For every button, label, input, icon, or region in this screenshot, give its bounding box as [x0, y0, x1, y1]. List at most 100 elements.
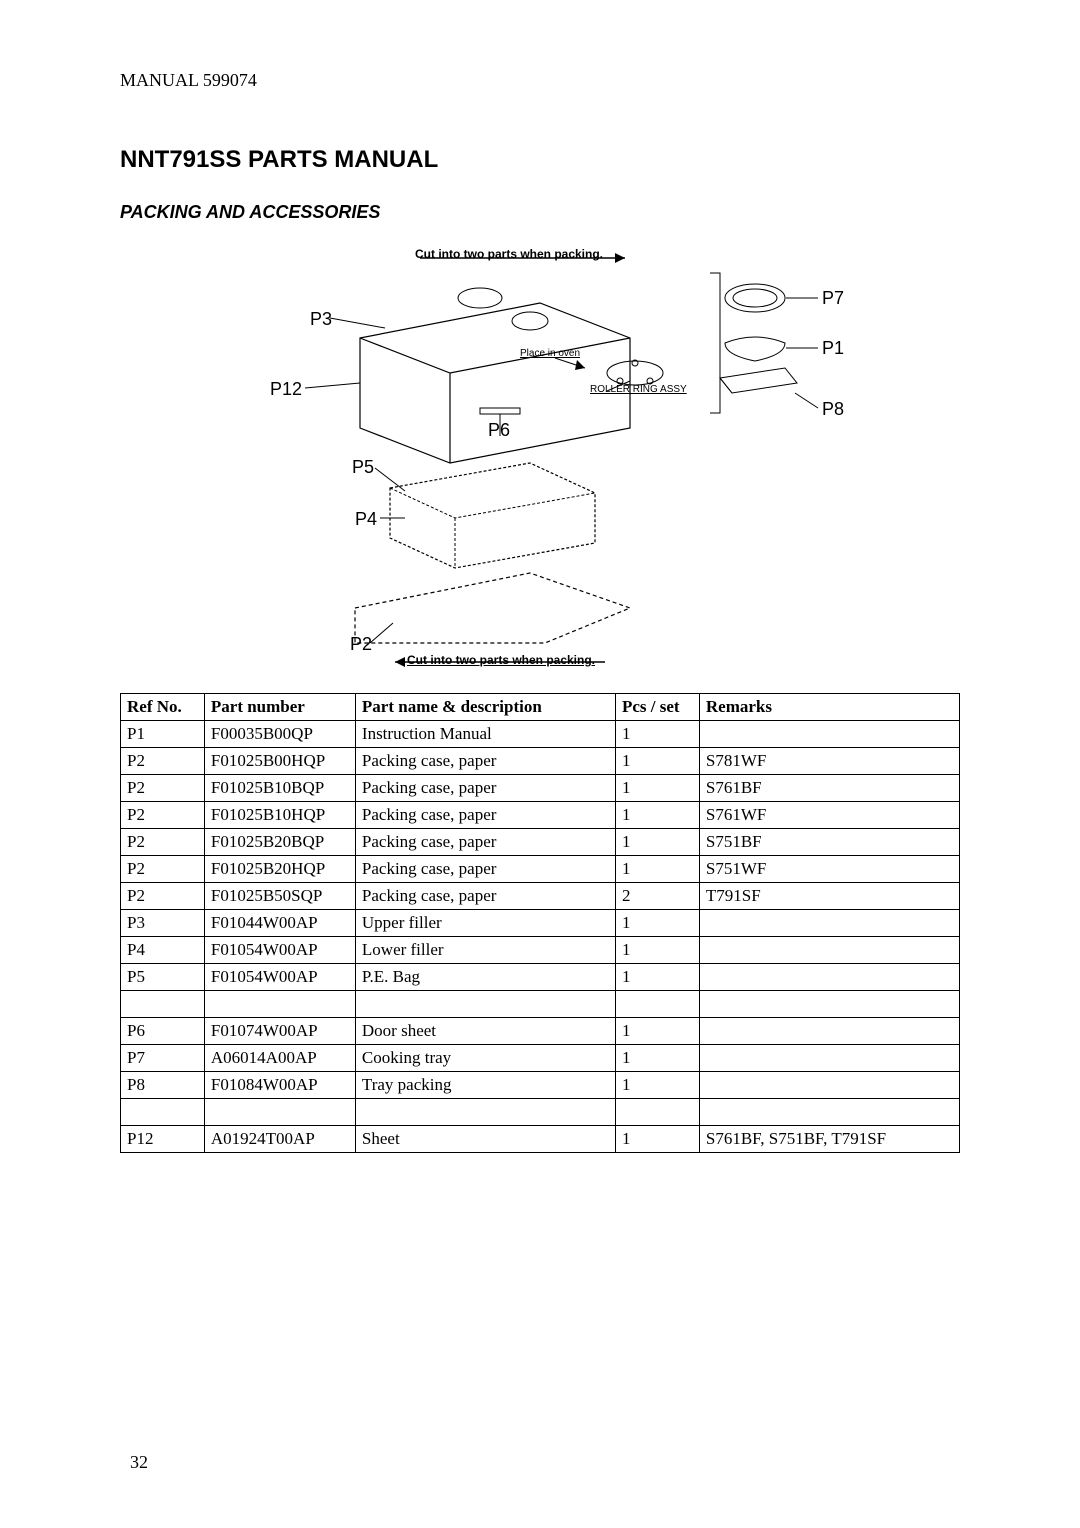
- table-cell-partnum: F01084W00AP: [204, 1072, 355, 1099]
- table-cell-remarks: S761BF: [699, 775, 959, 802]
- diagram-label-p2: P2: [350, 634, 372, 655]
- table-cell-remarks: [699, 1099, 959, 1126]
- table-cell-partnum: F01044W00AP: [204, 910, 355, 937]
- diagram-note-bottom: Cut into two parts when packing.: [407, 653, 595, 667]
- diagram-svg: [230, 243, 850, 673]
- table-cell-remarks: [699, 1018, 959, 1045]
- table-cell-partnum: A06014A00AP: [204, 1045, 355, 1072]
- table-cell-remarks: [699, 1045, 959, 1072]
- table-cell-remarks: [699, 721, 959, 748]
- table-row: P12A01924T00APSheet1S761BF, S751BF, T791…: [121, 1126, 960, 1153]
- diagram-label-p3: P3: [310, 309, 332, 330]
- table-cell-desc: P.E. Bag: [355, 964, 615, 991]
- diagram-label-p5: P5: [352, 457, 374, 478]
- table-cell-pcs: 1: [615, 802, 699, 829]
- table-cell-desc: Lower filler: [355, 937, 615, 964]
- table-cell-ref: [121, 1099, 205, 1126]
- table-cell-pcs: 1: [615, 937, 699, 964]
- table-cell-pcs: 2: [615, 883, 699, 910]
- table-cell-remarks: S751BF: [699, 829, 959, 856]
- table-cell-pcs: 1: [615, 856, 699, 883]
- table-row: P2F01025B20BQPPacking case, paper1S751BF: [121, 829, 960, 856]
- table-row: P1F00035B00QPInstruction Manual1: [121, 721, 960, 748]
- diagram-label-p7: P7: [822, 288, 844, 309]
- table-cell-ref: P2: [121, 829, 205, 856]
- diagram-note-top: Cut into two parts when packing.: [415, 247, 603, 261]
- table-cell-desc: Door sheet: [355, 1018, 615, 1045]
- col-header-remarks: Remarks: [699, 694, 959, 721]
- table-cell-desc: Packing case, paper: [355, 829, 615, 856]
- table-row: P2F01025B10BQPPacking case, paper1S761BF: [121, 775, 960, 802]
- table-row: P7A06014A00APCooking tray1: [121, 1045, 960, 1072]
- table-cell-desc: Packing case, paper: [355, 748, 615, 775]
- col-header-pcs: Pcs / set: [615, 694, 699, 721]
- table-cell-partnum: F01054W00AP: [204, 937, 355, 964]
- table-row: P8F01084W00APTray packing1: [121, 1072, 960, 1099]
- section-subtitle: PACKING AND ACCESSORIES: [120, 202, 960, 223]
- table-cell-remarks: T791SF: [699, 883, 959, 910]
- diagram-annot-roller-ring: ROLLER RING ASSY: [590, 384, 687, 395]
- table-cell-partnum: F01025B10HQP: [204, 802, 355, 829]
- table-cell-partnum: F01025B20HQP: [204, 856, 355, 883]
- table-cell-pcs: [615, 1099, 699, 1126]
- table-cell-partnum: F01025B50SQP: [204, 883, 355, 910]
- manual-header: MANUAL 599074: [120, 70, 960, 91]
- table-row: P6F01074W00APDoor sheet1: [121, 1018, 960, 1045]
- table-cell-pcs: 1: [615, 1018, 699, 1045]
- table-cell-desc: Tray packing: [355, 1072, 615, 1099]
- table-cell-remarks: [699, 910, 959, 937]
- table-cell-desc: Packing case, paper: [355, 775, 615, 802]
- parts-table: Ref No. Part number Part name & descript…: [120, 693, 960, 1153]
- col-header-ref: Ref No.: [121, 694, 205, 721]
- table-cell-desc: Instruction Manual: [355, 721, 615, 748]
- table-row: P2F01025B50SQPPacking case, paper2T791SF: [121, 883, 960, 910]
- table-cell-pcs: 1: [615, 748, 699, 775]
- table-cell-desc: Cooking tray: [355, 1045, 615, 1072]
- diagram-label-p12: P12: [270, 379, 302, 400]
- table-cell-ref: P1: [121, 721, 205, 748]
- table-cell-ref: P2: [121, 883, 205, 910]
- table-header-row: Ref No. Part number Part name & descript…: [121, 694, 960, 721]
- table-cell-remarks: [699, 991, 959, 1018]
- table-cell-pcs: 1: [615, 910, 699, 937]
- table-cell-remarks: S761BF, S751BF, T791SF: [699, 1126, 959, 1153]
- table-cell-ref: P8: [121, 1072, 205, 1099]
- table-cell-pcs: [615, 991, 699, 1018]
- table-row: P4F01054W00APLower filler1: [121, 937, 960, 964]
- table-cell-ref: P2: [121, 748, 205, 775]
- diagram-label-p4: P4: [355, 509, 377, 530]
- table-cell-partnum: F00035B00QP: [204, 721, 355, 748]
- packing-diagram: Cut into two parts when packing. P3 P12 …: [230, 243, 850, 673]
- table-cell-partnum: F01025B20BQP: [204, 829, 355, 856]
- table-row: [121, 1099, 960, 1126]
- table-row: P3F01044W00APUpper filler1: [121, 910, 960, 937]
- table-cell-pcs: 1: [615, 721, 699, 748]
- table-cell-ref: [121, 991, 205, 1018]
- table-cell-remarks: S751WF: [699, 856, 959, 883]
- table-cell-pcs: 1: [615, 1126, 699, 1153]
- page-title: NNT791SS PARTS MANUAL: [120, 146, 960, 174]
- diagram-annot-place-in-oven: Place in oven: [520, 348, 580, 359]
- table-cell-ref: P2: [121, 775, 205, 802]
- table-cell-desc: Upper filler: [355, 910, 615, 937]
- table-cell-ref: P2: [121, 802, 205, 829]
- table-cell-pcs: 1: [615, 775, 699, 802]
- col-header-partnum: Part number: [204, 694, 355, 721]
- diagram-label-p6: P6: [488, 420, 510, 441]
- diagram-label-p1: P1: [822, 338, 844, 359]
- table-cell-remarks: [699, 1072, 959, 1099]
- table-row: P2F01025B20HQPPacking case, paper1S751WF: [121, 856, 960, 883]
- table-row: P2F01025B10HQPPacking case, paper1S761WF: [121, 802, 960, 829]
- table-cell-desc: Packing case, paper: [355, 883, 615, 910]
- table-cell-ref: P4: [121, 937, 205, 964]
- table-cell-remarks: S781WF: [699, 748, 959, 775]
- table-cell-pcs: 1: [615, 964, 699, 991]
- table-cell-desc: [355, 991, 615, 1018]
- table-cell-ref: P6: [121, 1018, 205, 1045]
- table-cell-desc: Packing case, paper: [355, 856, 615, 883]
- table-cell-partnum: [204, 991, 355, 1018]
- table-row: P2F01025B00HQPPacking case, paper1S781WF: [121, 748, 960, 775]
- table-cell-remarks: [699, 937, 959, 964]
- table-row: [121, 991, 960, 1018]
- table-cell-ref: P2: [121, 856, 205, 883]
